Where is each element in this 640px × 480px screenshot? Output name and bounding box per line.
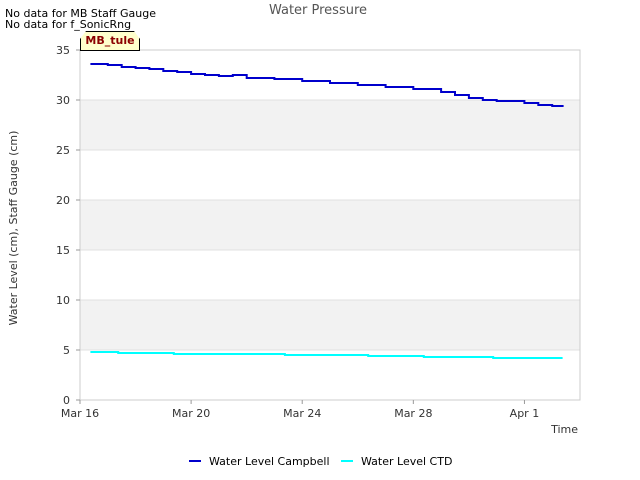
y-tick-label: 25: [56, 144, 70, 157]
y-axis-label: Water Level (cm), Staff Gauge (cm): [7, 131, 20, 326]
y-tick-label: 30: [56, 94, 70, 107]
x-tick-label: Apr 1: [510, 407, 540, 420]
x-tick-label: Mar 16: [61, 407, 99, 420]
chart-title: Water Pressure: [269, 3, 367, 18]
site-tag: MB_tule: [80, 31, 140, 51]
legend-label: Water Level CTD: [361, 455, 452, 468]
no-data-notice-1: No data for MB Staff Gauge: [5, 7, 156, 20]
x-tick-label: Mar 24: [283, 407, 321, 420]
y-axis: 0 5 10 15 20 25 30 35: [56, 44, 80, 407]
x-tick-label: Mar 28: [394, 407, 432, 420]
series-line-campbell: [90, 63, 564, 107]
series-line-ctd: [90, 351, 563, 359]
plot-bands: [80, 100, 580, 350]
plot-band: [80, 100, 580, 150]
y-tick-label: 5: [63, 344, 70, 357]
legend-label: Water Level Campbell: [209, 455, 330, 468]
legend: Water Level Campbell Water Level CTD: [189, 455, 452, 468]
y-tick-label: 0: [63, 394, 70, 407]
x-axis-label: Time: [550, 423, 578, 436]
x-tick-label: Mar 20: [172, 407, 210, 420]
y-tick-label: 35: [56, 44, 70, 57]
plot-band: [80, 300, 580, 350]
no-data-notice-2: No data for f_SonicRng: [5, 18, 132, 31]
series-layer: [90, 63, 564, 359]
plot-frame: [79, 49, 581, 401]
plot-band: [80, 200, 580, 250]
y-tick-label: 15: [56, 244, 70, 257]
y-tick-label: 10: [56, 294, 70, 307]
y-tick-label: 20: [56, 194, 70, 207]
x-axis: Mar 16 Mar 20 Mar 24 Mar 28 Apr 1: [61, 400, 539, 420]
